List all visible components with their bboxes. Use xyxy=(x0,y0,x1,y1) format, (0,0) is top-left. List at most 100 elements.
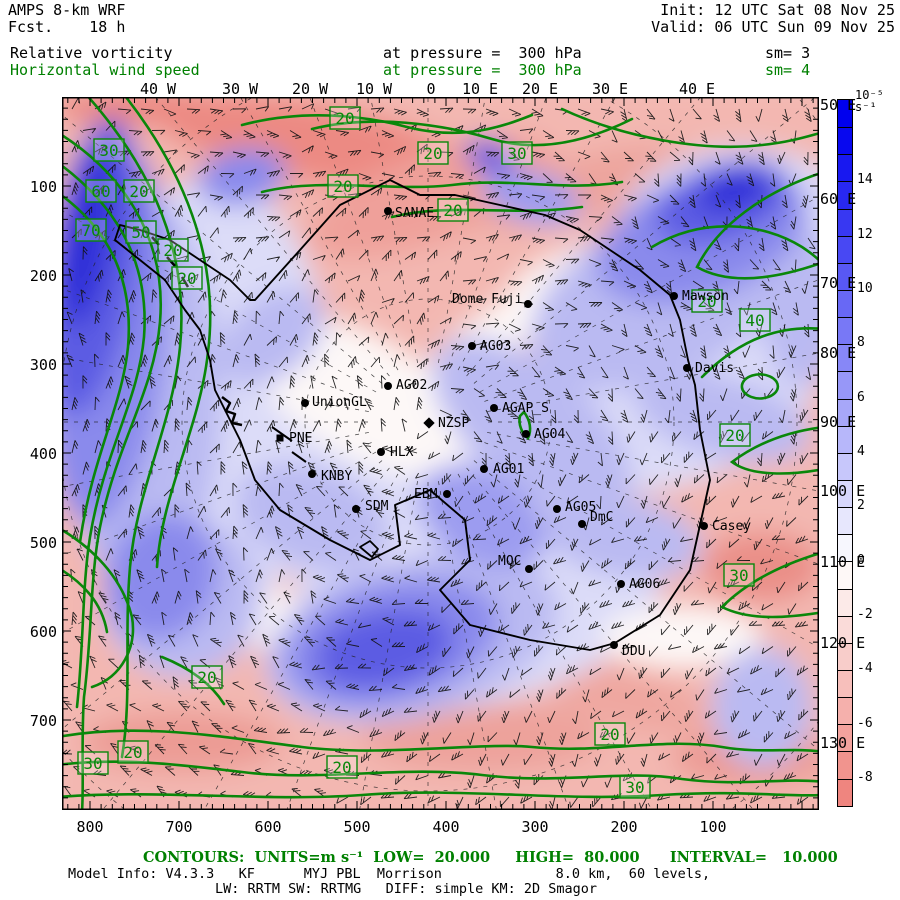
physics-info-line: LW: RRTM SW: RRTMG DIFF: simple KM: 2D S… xyxy=(215,881,598,897)
model-title: AMPS 8-km WRF xyxy=(8,1,126,19)
station-label: NZSP xyxy=(438,416,469,431)
contour-label: 70 xyxy=(75,218,107,242)
station-label: Mawson xyxy=(682,289,729,304)
station-label: SDM xyxy=(365,499,389,514)
axis-right-label: 70 E xyxy=(820,274,857,292)
contour-label: 20 xyxy=(326,755,358,779)
colorbar-segment xyxy=(838,615,852,643)
station: DDU xyxy=(610,641,645,659)
axis-left-label: 400 xyxy=(29,445,57,463)
contour-label: 20 xyxy=(719,423,751,447)
station: AG01 xyxy=(480,462,524,477)
colorbar-segment xyxy=(838,154,852,182)
station-marker xyxy=(525,565,533,573)
axis-top-label: 0 xyxy=(426,80,436,98)
station-label: UnionGL xyxy=(312,395,367,410)
contour-info-line: CONTOURS: UNITS=m s⁻¹ LOW= 20.000 HIGH= … xyxy=(143,849,838,866)
valid-time: Valid: 06 UTC Sun 09 Nov 25 xyxy=(651,18,895,36)
station: KNBY xyxy=(308,469,352,484)
axis-bottom-label: 700 xyxy=(165,818,193,836)
wind-speed-contours xyxy=(62,97,819,810)
station-label: MQC xyxy=(498,554,521,569)
station-marker xyxy=(443,490,451,498)
contour-value: 30 xyxy=(729,566,748,585)
axis-right-label: 60 E xyxy=(820,190,857,208)
contour-value: 30 xyxy=(83,754,102,773)
axis-left-label: 300 xyxy=(29,356,57,374)
station-marker xyxy=(578,520,586,528)
axis-right-label: 50 E xyxy=(820,96,857,114)
contour-value: 20 xyxy=(129,182,148,201)
contour-label: 20 xyxy=(329,106,361,130)
station: MQC xyxy=(498,554,533,573)
station: SANAE xyxy=(384,206,434,221)
contour-value: 30 xyxy=(99,141,118,160)
station: HLX xyxy=(377,445,414,460)
station-marker xyxy=(377,448,385,456)
colorbar-segment xyxy=(838,751,852,779)
axis-top-label: 30 E xyxy=(591,80,629,98)
station-label: KNBY xyxy=(321,469,352,484)
colorbar-segment xyxy=(838,534,852,562)
colorbar-tick-label: 0 xyxy=(857,552,865,568)
contour-label: 30 xyxy=(723,563,755,587)
station-marker xyxy=(384,382,392,390)
colorbar-segment xyxy=(838,452,852,480)
station-marker xyxy=(490,404,498,412)
contour-label: 40 xyxy=(739,308,771,332)
axis-top-label: 10 E xyxy=(461,80,499,98)
contour-label: 60 xyxy=(85,179,117,203)
axis-left-label: 700 xyxy=(29,712,57,730)
station-marker xyxy=(553,505,561,513)
axis-bottom-label: 200 xyxy=(610,818,638,836)
axis-bottom-label: 500 xyxy=(343,818,371,836)
station-marker xyxy=(610,641,618,649)
field2-smooth: sm= 4 xyxy=(765,61,811,79)
axis-bottom-label: 300 xyxy=(521,818,549,836)
station: UnionGL xyxy=(301,395,367,410)
colorbar-segment xyxy=(838,507,852,535)
contour-value: 50 xyxy=(131,223,150,242)
antarctica-map: 20 20 30 20 20 30 60 20 70 50 20 20 20 40 20 30 20 30 20 20… xyxy=(62,97,819,810)
axis-right-label: 130 E xyxy=(820,734,866,752)
station: Dome Fuji xyxy=(452,292,532,308)
colorbar-segment xyxy=(838,479,852,508)
station-label: AGAP_S xyxy=(502,401,549,416)
contour-label: 50 xyxy=(125,220,157,244)
colorbar-units-label: 10⁻⁵ s⁻¹ xyxy=(855,88,884,114)
colorbar-segment xyxy=(838,398,852,426)
axis-top-label: 10 W xyxy=(355,80,393,98)
station: SDM xyxy=(352,499,389,514)
station: DmC xyxy=(578,510,613,528)
contour-label: 20 xyxy=(437,198,469,222)
station-marker xyxy=(480,465,488,473)
contour-label: 20 xyxy=(691,289,723,313)
station-label: AG06 xyxy=(629,577,660,592)
station-label: Davis xyxy=(695,361,734,376)
station: AG03 xyxy=(468,339,511,354)
colorbar-segment xyxy=(838,697,852,725)
contour-value: 30 xyxy=(507,144,526,163)
contour-label: 20 xyxy=(157,238,189,262)
axis-left-label: 500 xyxy=(29,534,57,552)
colorbar-segment xyxy=(838,724,852,752)
colorbar-tick-label: 12 xyxy=(857,226,873,242)
station-markers: SANAE Dome Fuji AG03 AG02 UnionGL PNE NZSP AGAP… xyxy=(276,206,751,659)
field2-level: at pressure = 300 hPa xyxy=(383,61,582,79)
colorbar-segment xyxy=(838,317,852,345)
station: Davis xyxy=(683,361,734,376)
contour-value: 60 xyxy=(91,182,110,201)
station-marker xyxy=(700,522,708,530)
axis-right-label: 120 E xyxy=(820,634,866,652)
contour-value: 20 xyxy=(332,758,351,777)
station-label: EBM xyxy=(414,487,438,502)
axis-top-label: 40 W xyxy=(139,80,177,98)
station-marker xyxy=(384,207,392,215)
colorbar-segment xyxy=(838,561,852,589)
axis-bottom-label: 800 xyxy=(76,818,104,836)
axis-top-label: 40 E xyxy=(678,80,716,98)
station-marker xyxy=(352,505,360,513)
axis-right-label: 110 E xyxy=(820,553,866,571)
antarctica-coastline xyxy=(114,179,711,651)
contour-label: 20 xyxy=(123,179,155,203)
